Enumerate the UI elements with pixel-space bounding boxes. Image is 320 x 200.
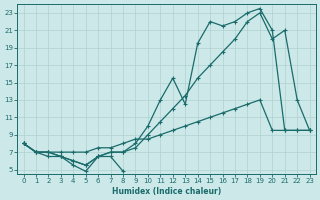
X-axis label: Humidex (Indice chaleur): Humidex (Indice chaleur) [112,187,221,196]
